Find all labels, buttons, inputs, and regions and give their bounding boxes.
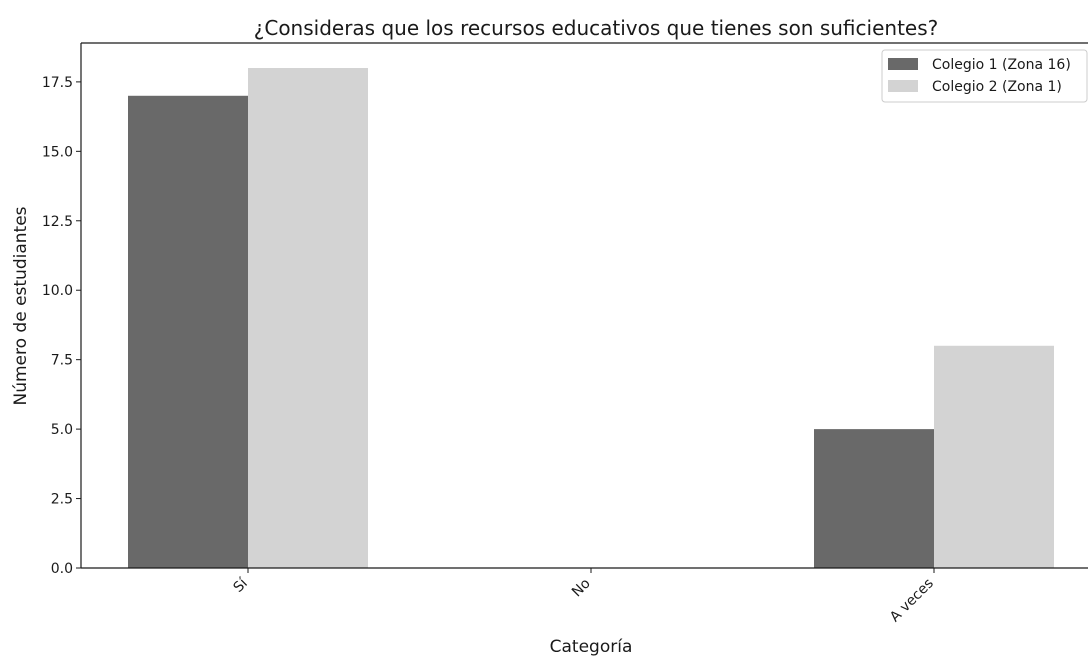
legend-label-1: Colegio 1 (Zona 16) xyxy=(932,57,1071,73)
x-axis-label: Categoría xyxy=(550,637,633,657)
chart-title: ¿Consideras que los recursos educativos … xyxy=(254,16,939,40)
bar-2-1 xyxy=(248,68,368,568)
y-axis-ticks: 0.0 2.5 5.0 7.5 10.0 12.5 15.0 17.5 xyxy=(42,75,81,577)
legend-swatch-1 xyxy=(888,58,918,70)
bar-2-3 xyxy=(934,345,1054,568)
y-tick-label: 0.0 xyxy=(51,561,73,577)
bar-1-3 xyxy=(814,429,934,568)
y-axis-label: Número de estudiantes xyxy=(11,206,31,405)
y-tick-label: 2.5 xyxy=(51,492,73,508)
y-tick-label: 17.5 xyxy=(42,75,73,91)
bar-1-1 xyxy=(128,95,248,569)
y-tick-label: 7.5 xyxy=(51,353,73,369)
x-tick-label: No xyxy=(569,576,594,601)
y-tick-label: 15.0 xyxy=(42,144,73,160)
legend-label-2: Colegio 2 (Zona 1) xyxy=(932,79,1062,95)
x-axis-ticks: Sí No A veces xyxy=(230,568,937,626)
y-tick-label: 5.0 xyxy=(51,422,73,438)
legend-box xyxy=(881,49,1088,103)
x-tick-label: A veces xyxy=(887,576,937,626)
x-tick-label: Sí xyxy=(230,575,251,596)
y-tick-label: 10.0 xyxy=(42,283,73,299)
legend: Colegio 1 (Zona 16) Colegio 2 (Zona 1) xyxy=(881,49,1088,103)
bars-group xyxy=(128,68,1054,569)
legend-swatch-2 xyxy=(888,80,918,92)
axes-frame xyxy=(80,42,1088,569)
y-tick-label: 12.5 xyxy=(42,214,73,230)
